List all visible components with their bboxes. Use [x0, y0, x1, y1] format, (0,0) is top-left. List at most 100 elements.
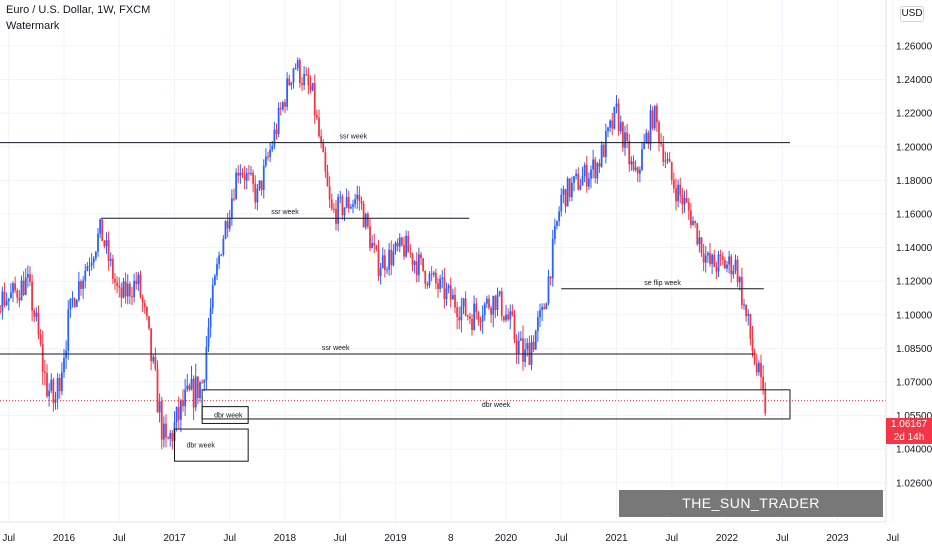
candle-body: [666, 159, 669, 161]
candle-body: [169, 433, 172, 439]
candle: [69, 298, 72, 318]
candle-body: [638, 169, 641, 174]
candle-body: [216, 264, 218, 276]
candle-body: [262, 165, 265, 190]
candle: [209, 298, 212, 338]
candle: [275, 123, 278, 140]
candle: [294, 63, 297, 70]
candle-body: [709, 252, 711, 265]
candle: [502, 316, 505, 323]
candle: [281, 100, 284, 112]
candle-body: [366, 213, 369, 227]
time-axis[interactable]: Jul 2016 Jul 2017 Jul 2018 Jul 2019 8 2020 Jul 2021…: [0, 521, 899, 544]
candle-body: [137, 274, 140, 285]
candle: [424, 270, 427, 289]
candle-body: [757, 362, 760, 373]
candle: [598, 159, 601, 173]
candle: [481, 305, 484, 334]
candle: [619, 115, 622, 135]
currency-button[interactable]: USD: [900, 6, 924, 22]
candle-body: [228, 217, 231, 229]
candle: [86, 262, 89, 272]
candle: [579, 178, 582, 191]
candle: [175, 406, 178, 432]
zone-box: [201, 406, 249, 424]
candle: [609, 119, 612, 133]
candle-body: [517, 340, 520, 354]
candle-body: [239, 172, 242, 176]
candle: [672, 172, 675, 194]
candle: [649, 104, 652, 151]
candle: [641, 141, 643, 171]
candle-body: [460, 306, 463, 321]
candle-body: [105, 240, 108, 247]
candle-body: [50, 379, 53, 391]
candle: [122, 277, 125, 299]
candle-body: [726, 264, 728, 269]
candle-body: [298, 60, 301, 84]
candle-body: [556, 221, 558, 226]
candle-body: [139, 274, 142, 297]
price-axis[interactable]: 1.02600 1.04000 1.05500 1.07000 1.08500 1.100…: [885, 0, 932, 522]
candle: [211, 277, 214, 314]
candle-body: [683, 198, 686, 205]
candle: [184, 378, 187, 416]
candle: [545, 302, 548, 310]
candle: [420, 251, 422, 266]
candle: [658, 119, 660, 152]
candle-body: [203, 380, 206, 383]
candle-body: [490, 307, 493, 315]
candle-body: [587, 178, 590, 187]
candle-body: [496, 294, 499, 310]
candle: [430, 266, 433, 282]
candle: [611, 112, 614, 136]
candle-body: [35, 312, 38, 317]
candle: [405, 230, 408, 258]
candle-body: [97, 233, 99, 252]
candle-body: [473, 303, 476, 330]
candle: [362, 200, 365, 228]
candle: [677, 179, 680, 208]
candle: [120, 282, 123, 308]
candle: [48, 383, 51, 407]
candle: [349, 203, 352, 210]
candle-body: [760, 362, 762, 377]
candle-body: [466, 315, 469, 317]
candle: [413, 260, 416, 274]
price-tick-label: 1.14000: [896, 243, 932, 254]
candle: [141, 294, 144, 312]
candle: [80, 279, 82, 296]
candle-body: [553, 225, 556, 239]
candle: [687, 198, 690, 220]
candle: [247, 164, 250, 181]
candle-body: [362, 203, 365, 228]
candle: [167, 436, 170, 440]
candle-body: [434, 272, 437, 284]
candle: [165, 414, 167, 448]
candle-body: [530, 341, 533, 365]
candle: [403, 236, 405, 260]
candle-body: [332, 208, 335, 210]
candle-body: [14, 283, 17, 291]
candle: [494, 294, 497, 319]
candle: [575, 169, 578, 180]
candle-body: [381, 255, 384, 269]
level-label: ssr week: [271, 209, 299, 216]
candle: [458, 306, 461, 330]
candle: [734, 254, 737, 274]
grid: [0, 0, 894, 522]
candle: [496, 287, 499, 317]
candle: [267, 151, 269, 161]
candle: [94, 250, 97, 261]
candle-body: [158, 401, 161, 413]
candle-body: [341, 196, 344, 216]
candle-body: [296, 60, 299, 68]
candle: [207, 317, 210, 353]
candle-body: [485, 298, 488, 304]
candle: [719, 249, 722, 267]
candle: [71, 291, 74, 308]
candle: [41, 330, 44, 385]
candle-body: [224, 221, 227, 239]
candle: [241, 168, 244, 178]
